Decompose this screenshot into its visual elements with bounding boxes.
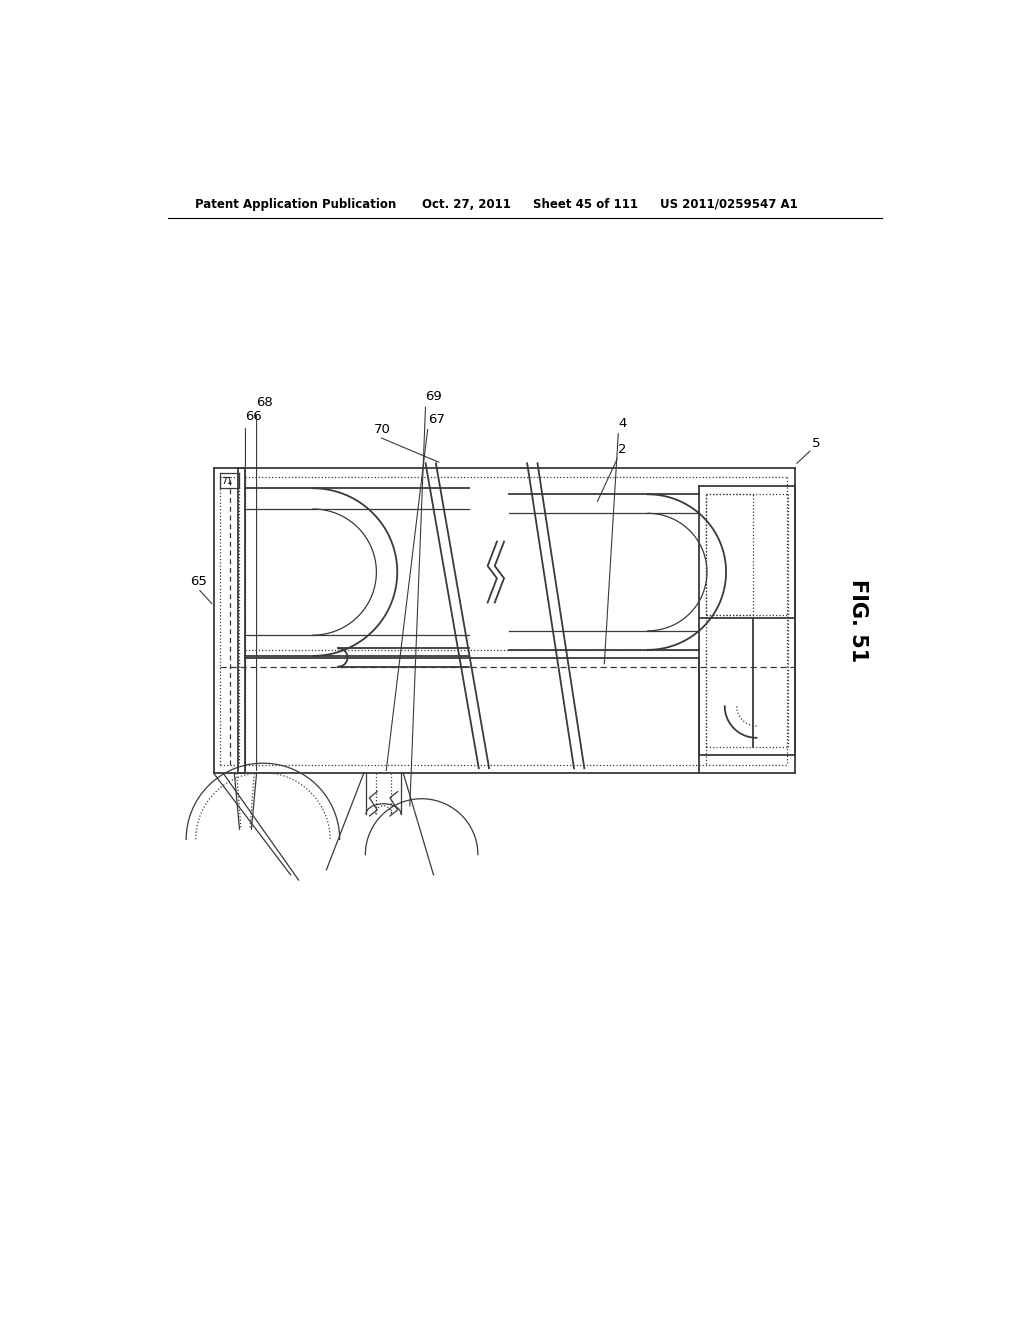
Text: 71: 71 <box>221 477 233 486</box>
Text: 68: 68 <box>257 396 273 409</box>
Text: Oct. 27, 2011: Oct. 27, 2011 <box>422 198 511 211</box>
Text: 67: 67 <box>428 413 444 425</box>
Text: 4: 4 <box>618 417 627 430</box>
Text: 66: 66 <box>246 409 262 422</box>
Text: 65: 65 <box>189 576 207 589</box>
Text: 70: 70 <box>374 422 391 436</box>
Text: 69: 69 <box>426 391 442 404</box>
Text: FIG. 51: FIG. 51 <box>848 579 868 663</box>
Text: 2: 2 <box>618 444 627 457</box>
Text: Patent Application Publication: Patent Application Publication <box>196 198 396 211</box>
Text: US 2011/0259547 A1: US 2011/0259547 A1 <box>659 198 798 211</box>
Text: Sheet 45 of 111: Sheet 45 of 111 <box>532 198 638 211</box>
Text: 5: 5 <box>812 437 820 450</box>
